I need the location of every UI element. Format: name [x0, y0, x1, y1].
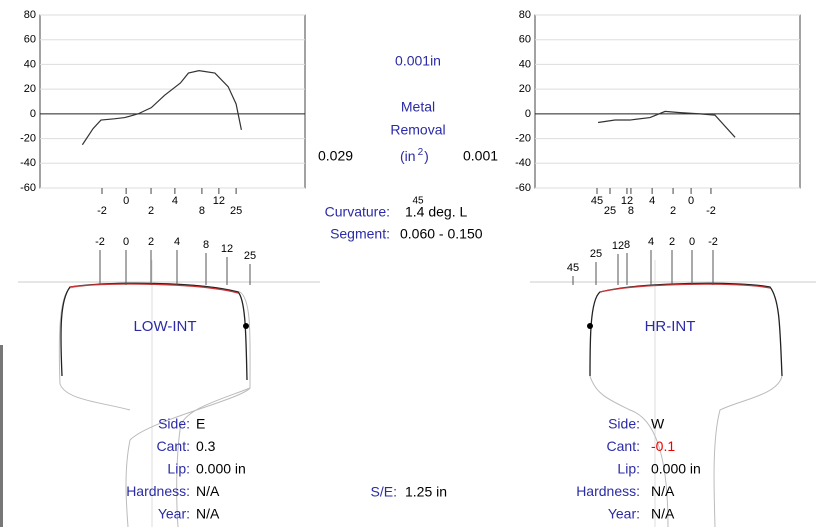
info-value: 0.000 in — [651, 461, 701, 477]
y-tick-label: -60 — [515, 182, 531, 194]
removal-depth: 0.001in — [395, 53, 441, 69]
y-tick-label: 80 — [24, 9, 36, 21]
info-value: N/A — [651, 506, 675, 522]
x-tick-label: 4 — [172, 195, 178, 207]
info-value: -0.1 — [651, 438, 675, 454]
gauge-label: 2 — [148, 236, 154, 248]
gauge-label: -2 — [95, 236, 105, 248]
x-tick-label: -2 — [97, 205, 107, 217]
x-tick-label: 12 — [621, 195, 633, 207]
x-tick-label: 25 — [604, 205, 616, 217]
se-label: S/E: — [371, 484, 397, 500]
unit-open: (in — [400, 148, 416, 164]
curvature-value: 1.4 deg. L — [405, 204, 467, 220]
info-label: Lip: — [167, 461, 190, 477]
rail-drawings — [18, 260, 816, 527]
plot-frame — [39, 14, 306, 189]
unit-label: (in 2) — [400, 147, 429, 164]
info-label: Cant: — [157, 438, 190, 454]
info-value: N/A — [196, 506, 220, 522]
info-label: Year: — [608, 506, 640, 522]
segment-label: Segment: — [330, 226, 390, 242]
gauge-label: 25 — [590, 248, 602, 260]
rail-name: HR-INT — [645, 318, 696, 335]
info-label: Hardness: — [576, 483, 640, 499]
curvature-label: Curvature: — [325, 204, 390, 220]
gauge-label: 4 — [174, 236, 180, 248]
y-tick-label: 80 — [519, 9, 531, 21]
gauge-label: 25 — [244, 250, 256, 262]
y-tick-label: -60 — [20, 182, 36, 194]
y-tick-label: -20 — [515, 132, 531, 144]
segment-value: 0.060 - 0.150 — [400, 226, 483, 242]
y-tick-label: -40 — [20, 157, 36, 169]
y-tick-label: 60 — [519, 34, 531, 46]
left-area: 0.029 — [318, 148, 353, 164]
gauge-label: -2 — [708, 236, 718, 248]
info-label: Year: — [158, 506, 190, 522]
y-tick-label: 20 — [24, 83, 36, 95]
unit-close: ) — [424, 148, 429, 164]
info-label: Side: — [608, 416, 640, 432]
edge-strip — [0, 345, 3, 527]
y-tick-label: 0 — [30, 108, 36, 120]
metal-label: Metal — [401, 99, 435, 115]
gauge-label: 2 — [669, 236, 675, 248]
y-tick-label: 60 — [24, 34, 36, 46]
x-tick-label: 25 — [230, 205, 242, 217]
profile-line — [597, 110, 736, 138]
y-tick-label: 20 — [519, 83, 531, 95]
removal-label: Removal — [390, 122, 445, 138]
info-label: Side: — [158, 416, 190, 432]
y-tick-label: 0 — [525, 108, 531, 120]
y-tick-label: 40 — [519, 58, 531, 70]
info-value: N/A — [196, 483, 220, 499]
plot-frame — [534, 14, 801, 189]
x-tick-label: -2 — [706, 205, 716, 217]
x-tick-label: 2 — [148, 205, 154, 217]
info-label: Cant: — [607, 438, 640, 454]
gauge-label: 0 — [123, 236, 129, 248]
angle-label: 45 — [412, 196, 424, 207]
info-label: Hardness: — [126, 483, 190, 499]
info-value: 0.3 — [196, 438, 216, 454]
info-label: Lip: — [617, 461, 640, 477]
x-tick-label: 2 — [670, 205, 676, 217]
gauge-label: 45 — [567, 262, 579, 274]
y-tick-label: -20 — [20, 132, 36, 144]
y-tick-label: -40 — [515, 157, 531, 169]
x-tick-label: 8 — [628, 205, 634, 217]
x-tick-label: 0 — [688, 195, 694, 207]
gauge-label: 12 — [612, 240, 624, 252]
info-value: W — [651, 416, 665, 432]
x-tick-label: 12 — [213, 195, 225, 207]
x-tick-label: 0 — [123, 195, 129, 207]
info-value: E — [196, 416, 205, 432]
gauge-label: 12 — [221, 243, 233, 255]
unit-sup: 2 — [418, 147, 424, 158]
right-area: 0.001 — [463, 148, 498, 164]
gauge-label: 8 — [203, 239, 209, 251]
gauge-label: 0 — [689, 236, 695, 248]
gauge-label: 8 — [624, 239, 630, 251]
x-tick-label: 8 — [199, 205, 205, 217]
se-value: 1.25 in — [405, 484, 447, 500]
y-tick-label: 40 — [24, 58, 36, 70]
gauge-label: 4 — [648, 236, 654, 248]
info-value: N/A — [651, 483, 675, 499]
x-tick-label: 45 — [591, 195, 603, 207]
profile-line — [81, 69, 242, 146]
info-value: 0.000 in — [196, 461, 246, 477]
x-tick-label: 4 — [649, 195, 655, 207]
rail-name: LOW-INT — [133, 318, 196, 335]
